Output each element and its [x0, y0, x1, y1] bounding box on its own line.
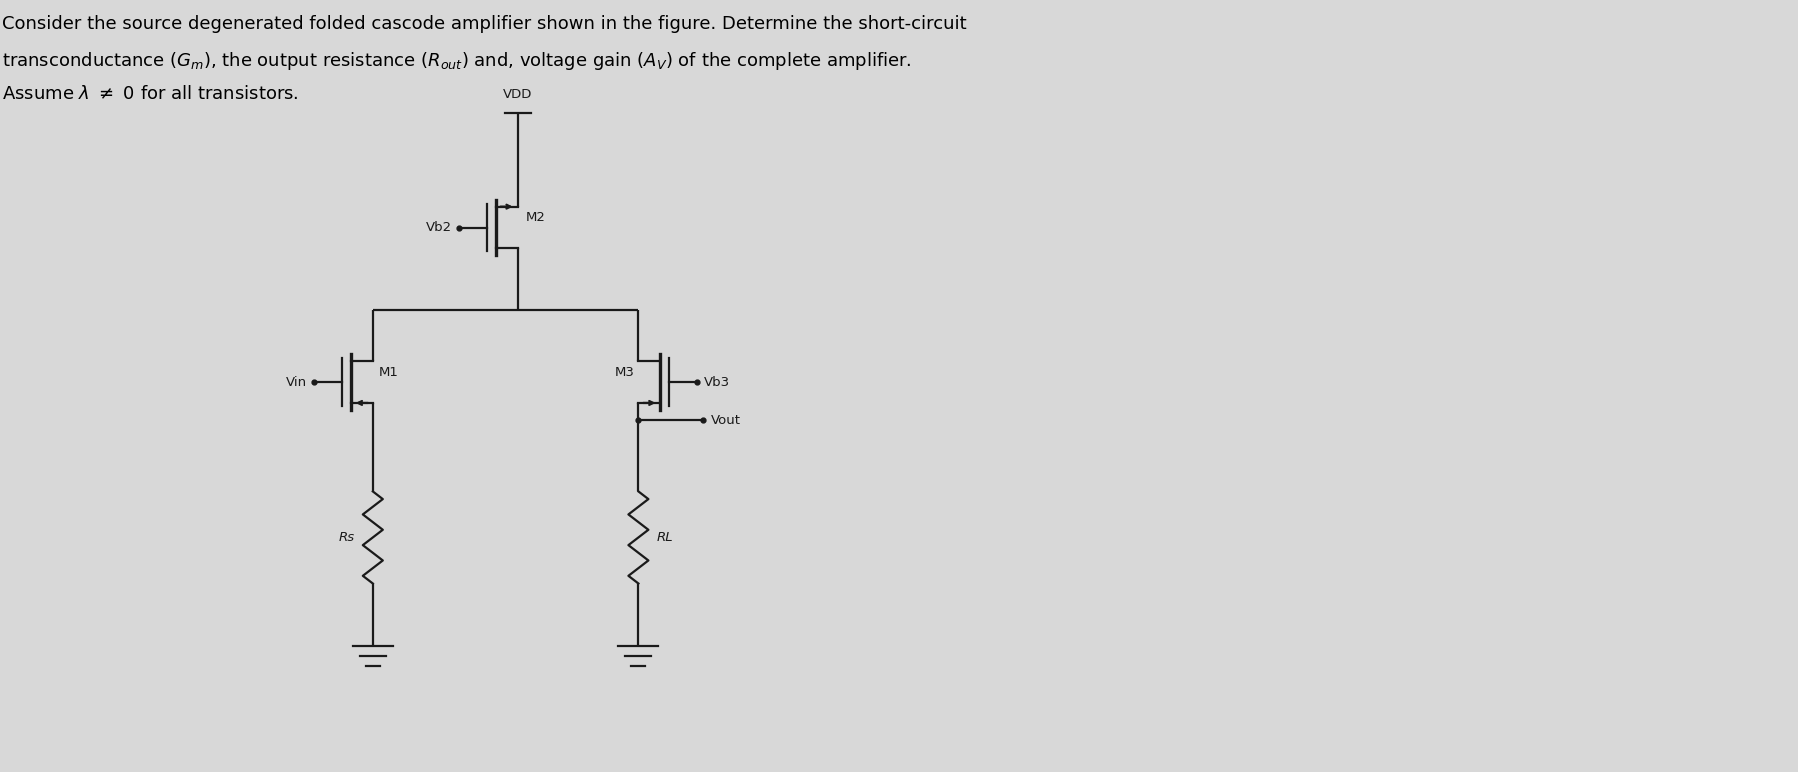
- Text: M1: M1: [379, 366, 399, 378]
- Text: M3: M3: [615, 366, 635, 378]
- Text: Vb3: Vb3: [705, 375, 730, 388]
- Text: transconductance ($G_m$), the output resistance ($R_{out}$) and, voltage gain ($: transconductance ($G_m$), the output res…: [2, 50, 912, 73]
- Text: M2: M2: [525, 211, 545, 224]
- Text: VDD: VDD: [503, 88, 532, 101]
- Text: Consider the source degenerated folded cascode amplifier shown in the figure. De: Consider the source degenerated folded c…: [2, 15, 967, 33]
- Text: RL: RL: [656, 531, 672, 544]
- Text: Vout: Vout: [712, 414, 741, 427]
- Text: Assume $\lambda$ $\neq$ 0 for all transistors.: Assume $\lambda$ $\neq$ 0 for all transi…: [2, 85, 298, 103]
- Text: Rs: Rs: [338, 531, 354, 544]
- Text: Vb2: Vb2: [426, 221, 451, 234]
- Text: Vin: Vin: [286, 375, 307, 388]
